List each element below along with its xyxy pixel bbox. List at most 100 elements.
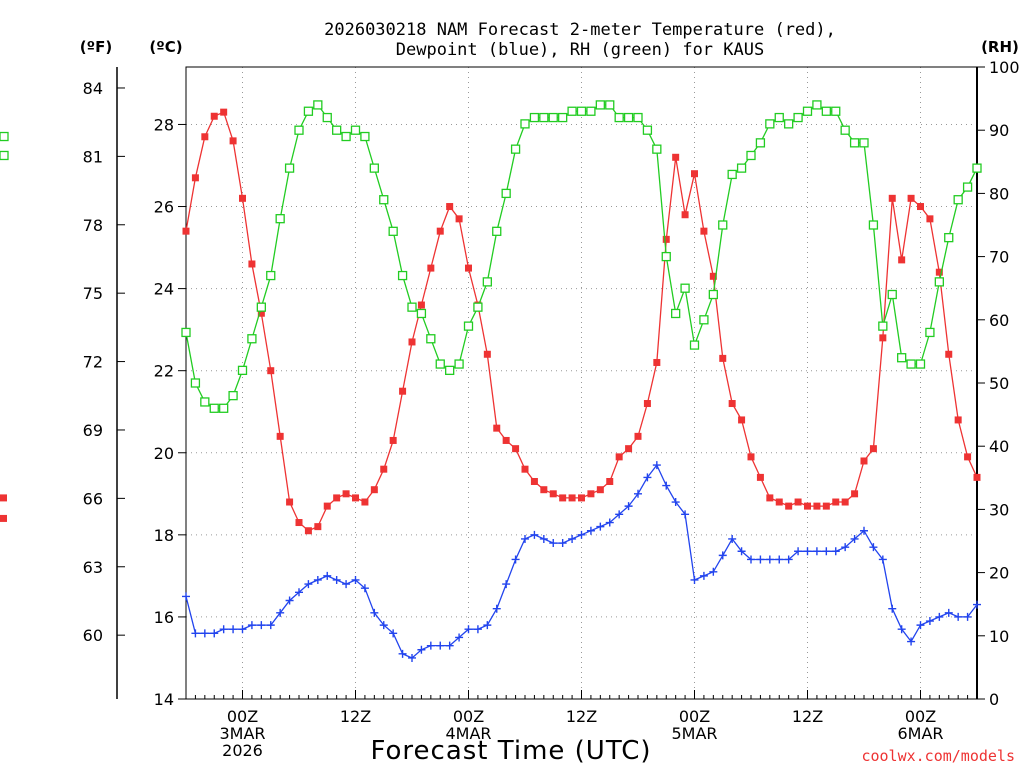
data-point	[341, 131, 351, 142]
data-point	[765, 555, 774, 564]
data-point	[276, 432, 284, 440]
data-point	[483, 350, 491, 358]
data-point	[812, 100, 822, 110]
x-tick-label: 00Z	[679, 707, 710, 726]
data-point	[370, 486, 378, 494]
data-point	[379, 195, 389, 205]
data-point	[746, 150, 756, 161]
data-point	[200, 397, 210, 407]
data-point	[925, 617, 934, 626]
data-point	[662, 481, 671, 490]
data-point	[653, 358, 661, 366]
celsius-tick-label: 14	[154, 690, 174, 709]
data-point	[897, 353, 907, 363]
data-point	[841, 543, 850, 552]
data-point	[210, 112, 218, 120]
data-point	[397, 270, 408, 281]
data-point	[483, 621, 492, 630]
rh-tick-label: 30	[989, 500, 1009, 519]
rh-tick-label: 10	[989, 627, 1009, 646]
data-point	[559, 494, 567, 502]
fahrenheit-tick-label: 72	[83, 353, 103, 372]
celsius-tick-label: 20	[154, 444, 174, 463]
data-point	[314, 523, 322, 531]
data-point	[482, 277, 492, 287]
data-point	[803, 547, 812, 556]
data-point	[623, 112, 634, 123]
tick-labels: 14 16 18 20 22 24 26 28 60 63 66 69 72 75 78 81 84 0 10 20 3…	[83, 58, 1020, 760]
data-point	[916, 621, 925, 630]
data-point	[408, 653, 416, 662]
data-point	[426, 641, 435, 650]
data-point	[586, 526, 595, 535]
rh-tick-label: 70	[989, 248, 1009, 267]
data-point	[549, 490, 557, 498]
chart-title-line-2: Dewpoint (blue), RH (green) for KAUS	[396, 40, 764, 60]
data-point	[897, 625, 906, 634]
data-point	[445, 641, 454, 650]
data-point	[945, 350, 953, 358]
x-tick-label: 3MAR	[219, 724, 265, 743]
chart-title-line-1: 2026030218 NAM Forecast 2-meter Temperat…	[324, 20, 836, 40]
data-point	[548, 112, 558, 123]
data-point	[869, 445, 877, 453]
data-point	[549, 539, 558, 548]
data-point	[530, 477, 538, 485]
data-point	[680, 283, 690, 293]
celsius-tick-label: 24	[154, 280, 174, 299]
data-point	[578, 494, 585, 502]
rh-tick-label: 40	[989, 437, 1009, 456]
data-point	[860, 457, 868, 465]
data-point	[257, 621, 266, 630]
data-point	[239, 194, 246, 202]
data-point	[473, 302, 483, 312]
x-tick-label: 6MAR	[897, 724, 943, 743]
data-point	[774, 112, 784, 123]
data-point	[962, 182, 973, 192]
data-point	[615, 510, 624, 519]
data-point	[859, 138, 869, 148]
data-point	[426, 334, 436, 344]
data-point	[455, 215, 463, 223]
data-point	[0, 150, 9, 161]
data-point	[898, 256, 906, 264]
data-point	[671, 498, 680, 507]
data-point	[313, 575, 322, 584]
data-point	[915, 359, 926, 369]
data-point	[615, 453, 623, 461]
data-point	[502, 580, 511, 589]
data-point	[539, 534, 548, 543]
data-point	[512, 445, 520, 453]
data-point	[266, 270, 276, 281]
data-point	[228, 390, 238, 401]
data-point	[719, 354, 727, 362]
data-point	[879, 334, 887, 342]
data-point	[257, 309, 265, 317]
data-point	[256, 302, 266, 312]
data-point	[558, 112, 568, 123]
data-point	[802, 106, 813, 116]
data-point	[492, 604, 501, 613]
data-point	[520, 119, 530, 129]
data-point	[954, 612, 963, 621]
data-point	[690, 575, 699, 584]
data-point	[209, 403, 219, 413]
data-point	[727, 169, 737, 180]
data-point	[427, 264, 435, 272]
data-point	[379, 621, 388, 630]
data-point	[935, 612, 944, 621]
series-lines	[0, 100, 982, 662]
data-point	[408, 338, 416, 346]
data-point	[661, 251, 671, 262]
data-point	[181, 327, 191, 338]
data-point	[465, 264, 472, 272]
data-point	[973, 600, 981, 609]
x-tick-label: 12Z	[792, 707, 823, 726]
data-point	[868, 220, 879, 230]
data-point	[700, 227, 708, 235]
data-point	[219, 403, 229, 413]
data-point	[399, 387, 407, 395]
data-point	[464, 625, 473, 634]
data-point	[907, 637, 916, 646]
